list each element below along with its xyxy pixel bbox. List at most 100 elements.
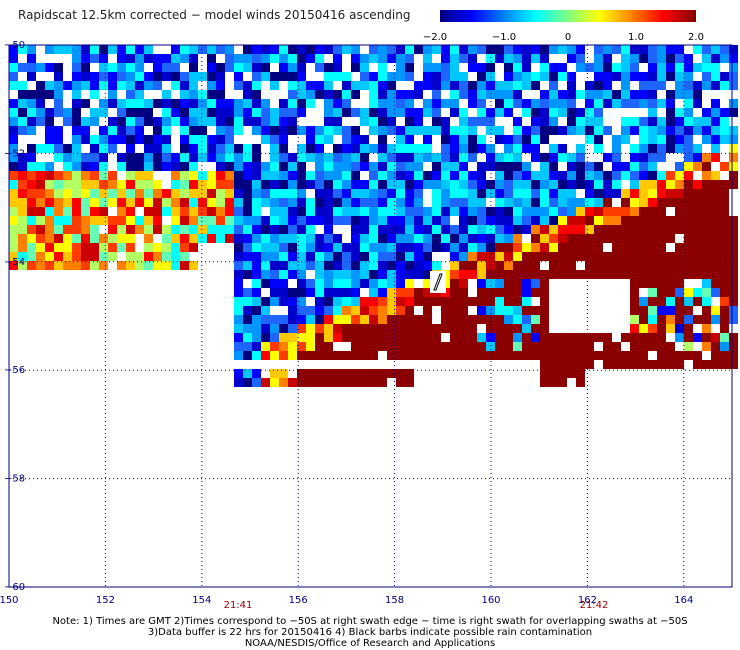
data-cell <box>108 198 117 207</box>
data-cell <box>252 207 261 216</box>
data-cell <box>81 117 90 126</box>
data-cell <box>342 306 351 315</box>
data-cell <box>450 189 459 198</box>
data-cell <box>117 162 126 171</box>
data-cell <box>441 351 450 360</box>
data-cell <box>297 45 306 54</box>
data-cell <box>693 207 702 216</box>
data-cell <box>108 189 117 198</box>
data-cell <box>162 135 171 144</box>
data-cell <box>387 279 396 288</box>
data-cell <box>144 216 153 225</box>
data-cell <box>711 342 720 351</box>
data-cell <box>90 234 99 243</box>
data-cell <box>153 162 162 171</box>
data-cell <box>540 225 549 234</box>
data-cell <box>594 81 603 90</box>
data-cell <box>117 153 126 162</box>
data-cell <box>90 261 99 270</box>
data-cell <box>333 198 342 207</box>
data-cell <box>18 234 27 243</box>
data-cell <box>351 153 360 162</box>
data-cell <box>306 99 315 108</box>
data-cell <box>666 216 675 225</box>
data-cell <box>585 81 594 90</box>
data-cell <box>297 81 306 90</box>
data-cell <box>450 315 459 324</box>
data-cell <box>612 252 621 261</box>
data-cell <box>684 315 693 324</box>
data-cell <box>648 99 657 108</box>
data-cell <box>405 126 414 135</box>
data-cell <box>594 252 603 261</box>
data-cell <box>495 261 504 270</box>
plot-frame <box>8 44 733 588</box>
data-cell <box>729 342 738 351</box>
data-cell <box>360 297 369 306</box>
data-cell <box>522 252 531 261</box>
data-cell <box>288 117 297 126</box>
data-cell <box>18 90 27 99</box>
data-cell <box>261 243 270 252</box>
data-cell <box>234 333 243 342</box>
data-cell <box>639 207 648 216</box>
data-cell <box>369 279 378 288</box>
data-cell <box>369 378 378 387</box>
data-cell <box>63 252 72 261</box>
data-cell <box>702 270 711 279</box>
data-cell <box>126 63 135 72</box>
data-cell <box>378 162 387 171</box>
data-cell <box>369 180 378 189</box>
data-cell <box>666 45 675 54</box>
data-cell <box>522 63 531 72</box>
data-cell <box>324 90 333 99</box>
data-cell <box>387 117 396 126</box>
data-cell <box>612 243 621 252</box>
data-cell <box>279 126 288 135</box>
data-cell <box>621 225 630 234</box>
data-cell <box>459 108 468 117</box>
data-cell <box>171 234 180 243</box>
data-cell <box>675 117 684 126</box>
data-cell <box>261 45 270 54</box>
data-cell <box>549 216 558 225</box>
data-cell <box>387 369 396 378</box>
data-cell <box>729 279 738 288</box>
data-cell <box>171 117 180 126</box>
data-cell <box>558 198 567 207</box>
data-cell <box>405 315 414 324</box>
data-cell <box>459 351 468 360</box>
data-cell <box>549 270 558 279</box>
data-cell <box>504 234 513 243</box>
data-cell <box>441 126 450 135</box>
data-cell <box>387 162 396 171</box>
data-cell <box>189 45 198 54</box>
data-cell <box>432 72 441 81</box>
data-cell <box>549 189 558 198</box>
data-cell <box>243 306 252 315</box>
data-cell <box>522 306 531 315</box>
data-cell <box>369 144 378 153</box>
data-cell <box>468 234 477 243</box>
data-cell <box>531 261 540 270</box>
data-cell <box>279 207 288 216</box>
data-cell <box>378 108 387 117</box>
data-cell <box>594 144 603 153</box>
data-cell <box>414 171 423 180</box>
data-cell <box>234 369 243 378</box>
data-cell <box>279 45 288 54</box>
data-cell <box>684 270 693 279</box>
data-cell <box>531 234 540 243</box>
data-cell <box>657 279 666 288</box>
data-cell <box>306 207 315 216</box>
data-cell <box>333 72 342 81</box>
data-cell <box>243 144 252 153</box>
data-cell <box>315 144 324 153</box>
data-cell <box>387 306 396 315</box>
data-cell <box>648 162 657 171</box>
data-cell <box>288 45 297 54</box>
data-cell <box>477 162 486 171</box>
data-cell <box>504 216 513 225</box>
data-cell <box>441 324 450 333</box>
data-cell <box>72 126 81 135</box>
